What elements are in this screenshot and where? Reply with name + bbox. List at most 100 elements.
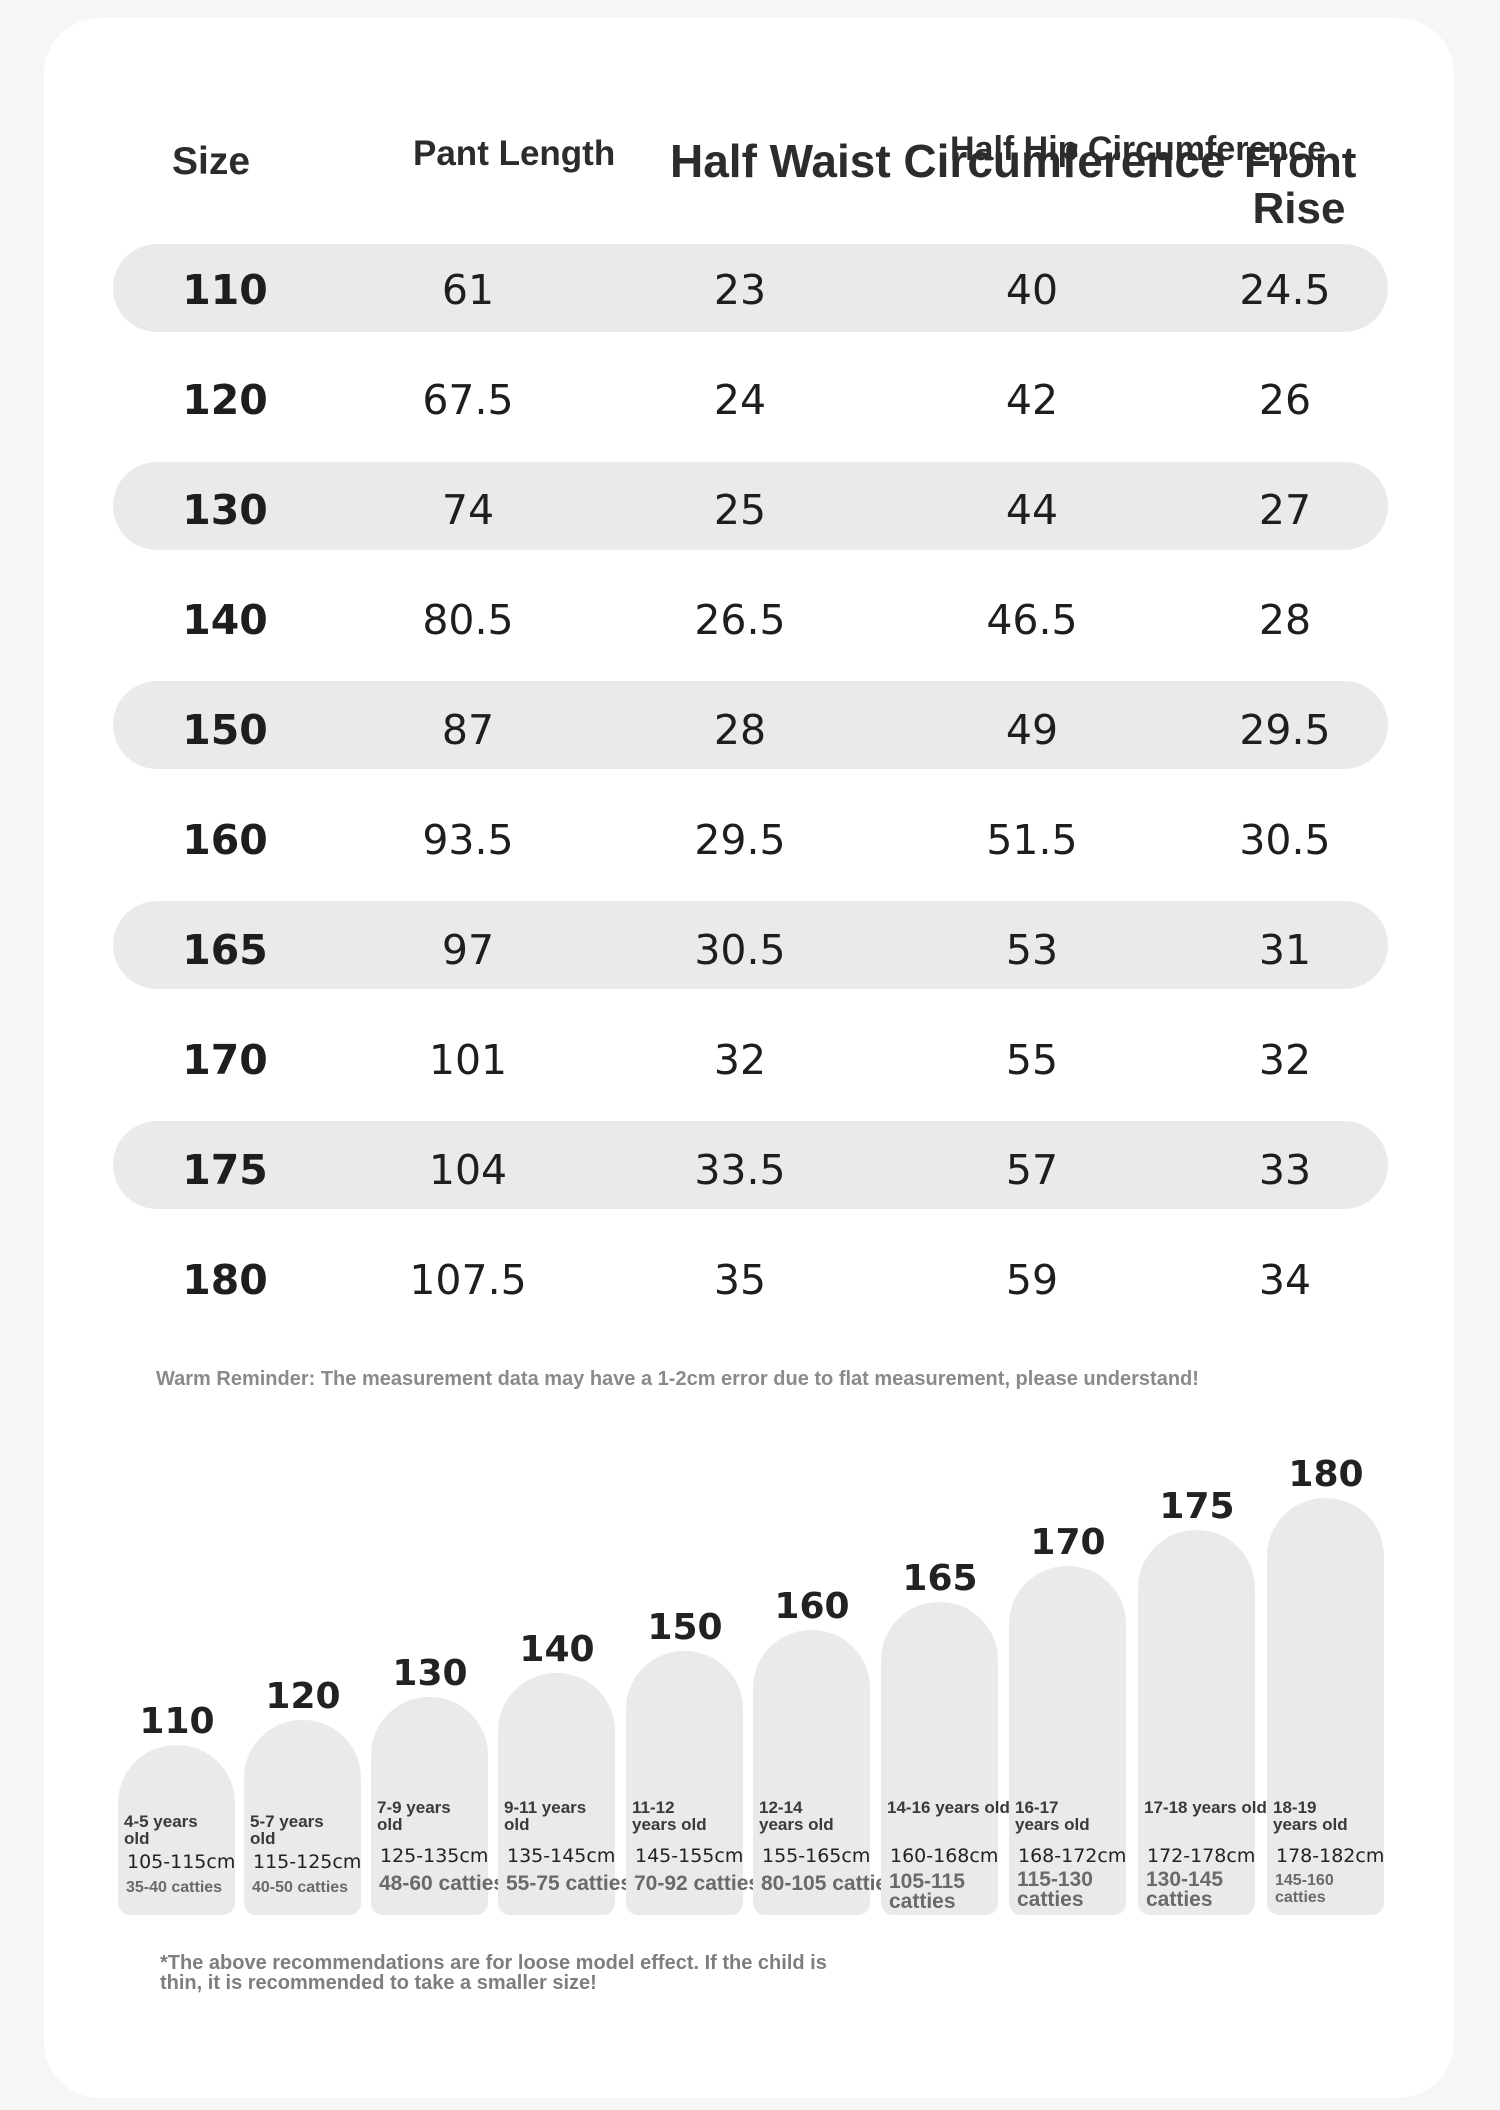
cell-half-hip: 51.5 [986, 816, 1078, 864]
recommendation-height: 155-165cm [762, 1845, 871, 1867]
row-band [113, 462, 1388, 550]
recommendation-height: 172-178cm [1147, 1845, 1256, 1867]
recommendation-size: 130 [392, 1653, 468, 1694]
cell-half-hip: 57 [1005, 1146, 1059, 1194]
cell-half-waist: 33.5 [694, 1146, 786, 1194]
recommendation-weight: 55-75 catties [506, 1872, 633, 1895]
recommendation-height: 168-172cm [1018, 1845, 1127, 1867]
row-band [113, 901, 1388, 989]
recommendation-height: 115-125cm [253, 1851, 362, 1873]
recommendation-pill [118, 1745, 235, 1915]
header-pant-length: Pant Length [413, 134, 616, 173]
recommendation-size: 140 [519, 1629, 595, 1670]
cell-size: 130 [182, 486, 268, 534]
recommendation-age: 11-12 years old [632, 1798, 707, 1834]
cell-front-rise: 27 [1258, 486, 1312, 534]
recommendation-pill [1267, 1498, 1384, 1915]
cell-half-hip: 49 [1005, 706, 1059, 754]
recommendation-size: 150 [647, 1607, 723, 1648]
recommendation-pill [753, 1630, 870, 1915]
cell-half-hip: 55 [1005, 1036, 1059, 1084]
recommendation-weight: 130-145 catties [1146, 1868, 1224, 1911]
cell-pant-length: 107.5 [409, 1256, 527, 1304]
recommendation-age: 5-7 years old [250, 1812, 324, 1848]
cell-half-hip: 46.5 [986, 596, 1078, 644]
recommendation-size: 165 [902, 1558, 978, 1599]
cell-size: 110 [182, 266, 268, 314]
recommendation-size: 175 [1159, 1486, 1235, 1527]
cell-front-rise: 30.5 [1239, 816, 1331, 864]
recommendation-size: 120 [265, 1676, 341, 1717]
cell-half-waist: 35 [713, 1256, 767, 1304]
cell-half-waist: 28 [713, 706, 767, 754]
recommendation-pill [498, 1673, 615, 1915]
recommendation-pill [1138, 1530, 1255, 1915]
recommendation-weight: 35-40 catties [126, 1879, 223, 1896]
recommendation-weight: 48-60 catties [379, 1872, 506, 1895]
cell-pant-length: 87 [441, 706, 495, 754]
recommendation-age: 7-9 years old [377, 1798, 451, 1834]
cell-half-waist: 23 [713, 266, 767, 314]
recommendation-pill [371, 1697, 488, 1915]
recommendation-age: 4-5 years old [124, 1812, 198, 1848]
cell-pant-length: 97 [441, 926, 495, 974]
cell-pant-length: 61 [441, 266, 495, 314]
recommendation-age: 16-17 years old [1015, 1798, 1090, 1834]
recommendation-weight: 40-50 catties [252, 1879, 349, 1896]
row-band [113, 1121, 1388, 1209]
recommendation-weight: 80-105 catties [761, 1872, 899, 1895]
recommendation-age: 18-19 years old [1273, 1798, 1348, 1834]
recommendation-height: 178-182cm [1276, 1845, 1385, 1867]
cell-pant-length: 104 [428, 1146, 508, 1194]
recommendation-weight: 115-130 catties [1017, 1868, 1093, 1911]
cell-size: 180 [182, 1256, 268, 1304]
warm-reminder: Warm Reminder: The measurement data may … [156, 1368, 1199, 1390]
recommendation-pill [626, 1651, 743, 1915]
row-band [113, 681, 1388, 769]
cell-half-waist: 32 [713, 1036, 767, 1084]
recommendation-weight: 145-160 catties [1275, 1872, 1334, 1906]
cell-pant-length: 80.5 [422, 596, 514, 644]
cell-size: 165 [182, 926, 268, 974]
recommendation-height: 160-168cm [890, 1845, 999, 1867]
cell-half-waist: 24 [713, 376, 767, 424]
cell-size: 120 [182, 376, 268, 424]
cell-size: 150 [182, 706, 268, 754]
cell-half-hip: 53 [1005, 926, 1059, 974]
recommendation-pill [1009, 1566, 1126, 1915]
cell-half-waist: 29.5 [694, 816, 786, 864]
recommendation-size: 170 [1030, 1522, 1106, 1563]
cell-pant-length: 67.5 [422, 376, 514, 424]
cell-size: 160 [182, 816, 268, 864]
recommendation-size: 180 [1288, 1454, 1364, 1495]
cell-front-rise: 26 [1258, 376, 1312, 424]
cell-front-rise: 31 [1258, 926, 1312, 974]
cell-size: 170 [182, 1036, 268, 1084]
recommendation-age: 9-11 years old [504, 1798, 587, 1834]
cell-front-rise: 33 [1258, 1146, 1312, 1194]
cell-half-waist: 25 [713, 486, 767, 534]
header-size: Size [172, 140, 251, 183]
recommendation-height: 145-155cm [635, 1845, 744, 1867]
cell-half-hip: 59 [1005, 1256, 1059, 1304]
recommendation-height: 135-145cm [507, 1845, 616, 1867]
recommendation-age: 14-16 years old [887, 1798, 1010, 1817]
recommendation-weight: 70-92 catties [634, 1872, 761, 1895]
cell-front-rise: 24.5 [1239, 266, 1331, 314]
header-front-rise: Front Rise [1244, 138, 1357, 233]
cell-half-hip: 42 [1005, 376, 1059, 424]
cell-size: 140 [182, 596, 268, 644]
cell-pant-length: 101 [428, 1036, 508, 1084]
recommendation-height: 105-115cm [127, 1851, 236, 1873]
recommendation-height: 125-135cm [380, 1845, 489, 1867]
recommendation-size: 160 [774, 1586, 850, 1627]
header-half-waist: Half Waist Circumference [670, 135, 1226, 187]
cell-half-hip: 44 [1005, 486, 1059, 534]
row-band [113, 244, 1388, 332]
recommendation-pill [244, 1720, 361, 1915]
header-half-hip: Half Hip Circumference [950, 130, 1326, 168]
cell-half-hip: 40 [1005, 266, 1059, 314]
recommendation-pill [881, 1602, 998, 1915]
cell-front-rise: 32 [1258, 1036, 1312, 1084]
cell-half-waist: 30.5 [694, 926, 786, 974]
